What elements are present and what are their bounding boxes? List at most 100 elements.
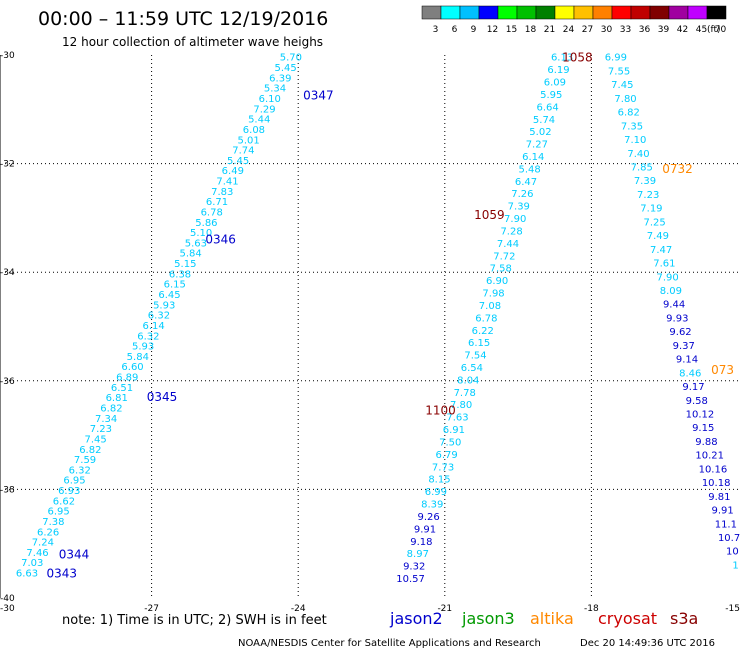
swh-value-label: 8.97 xyxy=(407,549,429,560)
track-jason2: 6.99 7.55 7.45 7.80 6.82 7.35 7.10 7.40 7.85 7.39… xyxy=(605,53,740,572)
swh-value-label: 6.82 xyxy=(79,445,101,456)
legend-jason3: jason3 xyxy=(461,609,515,628)
swh-value-label: 6.71 xyxy=(206,197,228,208)
colorbar: 3 6 9 12 15 18 21 24 27 30 33 36 39 42 45 70 xyxy=(421,5,726,35)
swh-value-label: 9.15 xyxy=(692,423,714,434)
colorbar-swatch xyxy=(478,5,499,20)
swh-value-label: 9.37 xyxy=(673,341,695,352)
colorbar-label: 9 xyxy=(471,25,477,35)
y-tick-label: -30 xyxy=(0,51,15,61)
y-tick-label: -32 xyxy=(0,160,15,170)
swh-value-label: 7.98 xyxy=(482,289,504,300)
swh-value-label: 6.90 xyxy=(486,276,508,287)
swh-value-label: 6.79 xyxy=(436,450,458,461)
colorbar-swatch xyxy=(649,5,670,20)
colorbar-label: 24 xyxy=(563,25,575,35)
colorbar-swatch xyxy=(535,5,556,20)
swh-value-label: 7.59 xyxy=(74,455,96,466)
x-tick-label: -15 xyxy=(725,604,740,614)
pass-time-label: 0732 xyxy=(662,162,693,176)
swh-value-label: 5.45 xyxy=(274,63,296,74)
swh-value-label: 6.38 xyxy=(169,269,191,280)
gridlines xyxy=(5,55,738,598)
swh-value-label: 6.13 xyxy=(551,53,573,64)
colorbar-swatch xyxy=(630,5,651,20)
swh-value-label: 7.58 xyxy=(490,264,512,275)
colorbar-label: 3 xyxy=(433,25,439,35)
chart-title: 00:00 – 11:59 UTC 12/19/2016 xyxy=(38,8,328,30)
swh-value-label: 6.63 xyxy=(16,569,38,580)
swh-value-label: 5.93 xyxy=(153,300,175,311)
swh-value-label: 6.32 xyxy=(69,465,91,476)
swh-value-label: 9.18 xyxy=(410,537,432,548)
legend-s3a: s3a xyxy=(670,609,698,628)
timestamp-text: Dec 20 14:49:36 UTC 2016 xyxy=(580,638,715,649)
swh-value-label: 11.1 xyxy=(715,519,737,530)
swh-value-label: 6.26 xyxy=(37,527,59,538)
swh-value-label: 6.15 xyxy=(468,338,490,349)
swh-value-label: 9.91 xyxy=(711,506,733,517)
colorbar-label: 30 xyxy=(601,25,613,35)
swh-value-label: 5.10 xyxy=(190,228,212,239)
swh-value-label: 9.26 xyxy=(417,512,439,523)
swh-value-label: 5.95 xyxy=(540,90,562,101)
colorbar-swatch xyxy=(497,5,518,20)
swh-value-label: 7.35 xyxy=(621,121,643,132)
swh-value-label: 6.54 xyxy=(461,363,483,374)
swh-value-label: 7.39 xyxy=(634,176,656,187)
pass-time-label: 0344 xyxy=(59,548,90,562)
swh-value-label: 1 xyxy=(732,560,738,571)
swh-value-label: 7.85 xyxy=(631,162,653,173)
colorbar-swatch xyxy=(611,5,632,20)
swh-value-label: 7.90 xyxy=(656,272,678,283)
swh-value-label: 8.46 xyxy=(679,368,701,379)
y-tick-label: -36 xyxy=(0,377,15,387)
swh-value-label: 7.46 xyxy=(26,548,48,559)
colorbar-label: 12 xyxy=(487,25,498,35)
legend-cryosat: cryosat xyxy=(598,609,657,628)
swh-value-label: 5.34 xyxy=(264,84,286,95)
swh-value-label: 7.08 xyxy=(479,301,501,312)
swh-value-label: 7.38 xyxy=(42,517,64,528)
swh-value-label: 5.86 xyxy=(195,218,217,229)
swh-value-label: 5.74 xyxy=(533,115,555,126)
swh-value-label: 6.82 xyxy=(618,108,640,119)
colorbar-label: 18 xyxy=(525,25,537,35)
swh-value-label: 7.03 xyxy=(21,558,43,569)
swh-value-label: 7.73 xyxy=(432,462,454,473)
swh-value-label: 9.32 xyxy=(403,562,425,573)
swh-value-label: 5.48 xyxy=(518,164,540,175)
header: 00:00 – 11:59 UTC 12/19/2016 12 hour col… xyxy=(38,8,328,49)
colorbar-label: 27 xyxy=(582,25,593,35)
swh-value-label: 6.15 xyxy=(164,280,186,291)
colorbar-label: 6 xyxy=(452,25,458,35)
footer-note: note: 1) Time is in UTC; 2) SWH is in fe… xyxy=(62,613,327,628)
swh-value-label: 7.23 xyxy=(637,190,659,201)
swh-value-label: 5.84 xyxy=(127,352,149,363)
x-tick-label: -21 xyxy=(437,604,452,614)
swh-value-label: 7.23 xyxy=(90,424,112,435)
y-tick-label: -40 xyxy=(0,594,15,604)
colorbar-label: 15 xyxy=(506,25,517,35)
swh-value-label: 6.99 xyxy=(425,487,447,498)
swh-value-label: 5.02 xyxy=(529,127,551,138)
swh-value-label: 8.04 xyxy=(457,375,479,386)
pass-time-label: 0343 xyxy=(47,567,78,581)
colorbar-label: 45 xyxy=(696,25,707,35)
swh-value-label: 8.15 xyxy=(428,475,450,486)
x-tick-label: -27 xyxy=(144,604,159,614)
swh-value-label: 6.19 xyxy=(547,65,569,76)
swh-value-label: 9.14 xyxy=(676,355,698,366)
swh-value-label: 7.45 xyxy=(611,80,633,91)
swh-value-label: 6.91 xyxy=(443,425,465,436)
colorbar-label: 33 xyxy=(620,25,631,35)
swh-value-label: 6.64 xyxy=(537,102,559,113)
swh-value-label: 7.54 xyxy=(464,351,486,362)
swh-value-label: 7.39 xyxy=(508,202,530,213)
colorbar-swatch xyxy=(573,5,594,20)
swh-value-label: 6.45 xyxy=(158,290,180,301)
swh-value-label: 7.63 xyxy=(446,413,468,424)
swh-value-label: 7.90 xyxy=(504,214,526,225)
swh-value-label: 7.47 xyxy=(650,245,672,256)
